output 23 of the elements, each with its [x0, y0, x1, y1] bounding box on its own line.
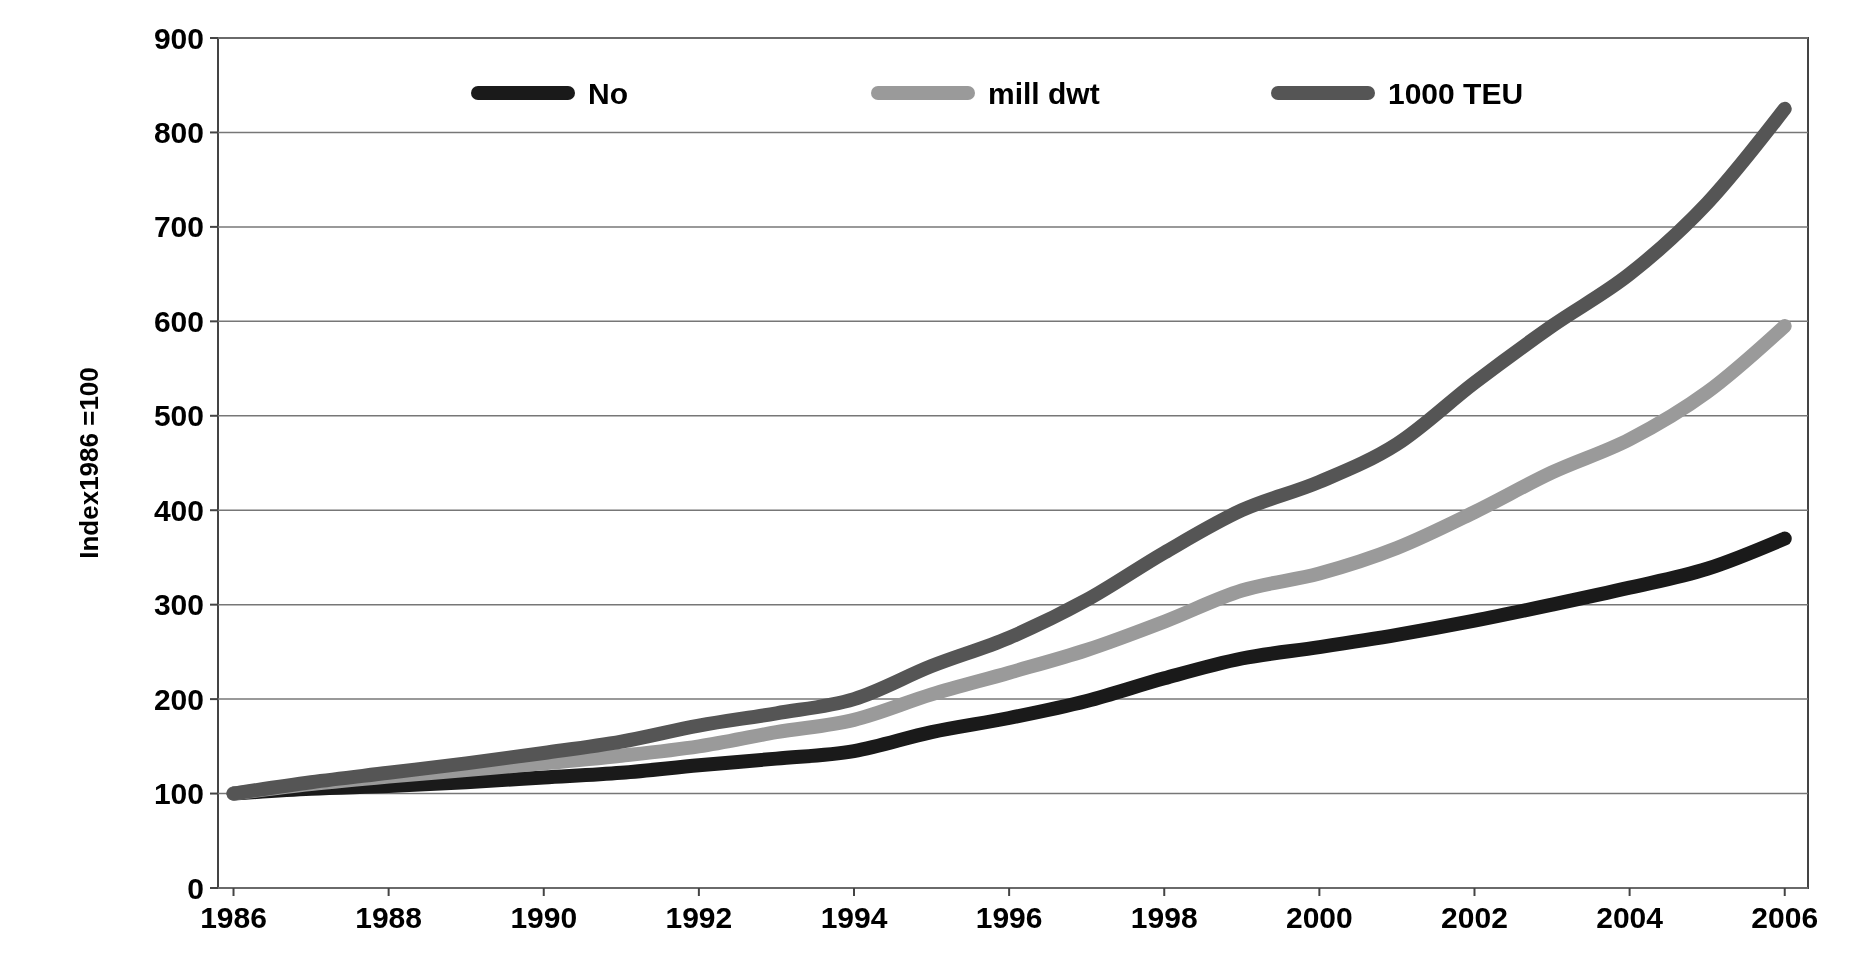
x-tick-label: 2006	[1751, 901, 1819, 934]
x-tick-label: 2002	[1441, 901, 1508, 934]
y-tick-label: 500	[153, 399, 204, 433]
y-tick-label: 300	[153, 588, 204, 622]
legend-label: 1000 TEU	[1388, 76, 1524, 110]
x-tick-label: 2000	[1285, 901, 1353, 934]
x-tick-label: 2004	[1596, 901, 1664, 934]
y-tick-label: 900	[153, 21, 204, 55]
y-tick-label: 700	[153, 210, 204, 244]
y-tick-label: 100	[153, 777, 204, 811]
y-tick-label: 600	[153, 304, 204, 338]
y-tick-label: 400	[153, 493, 204, 527]
legend-label: mill dwt	[988, 76, 1100, 110]
x-tick-label: 1998	[1130, 901, 1198, 934]
x-tick-label: 1992	[665, 901, 733, 934]
x-tick-label: 1988	[355, 901, 423, 934]
x-tick-label: 1996	[975, 901, 1043, 934]
y-axis-title: Index1986 =100	[74, 367, 104, 559]
legend-label: No	[588, 76, 628, 110]
x-tick-label: 1990	[510, 901, 578, 934]
y-tick-label: 200	[153, 682, 204, 716]
y-tick-label: 800	[153, 115, 204, 149]
x-tick-label: 1994	[820, 901, 888, 934]
